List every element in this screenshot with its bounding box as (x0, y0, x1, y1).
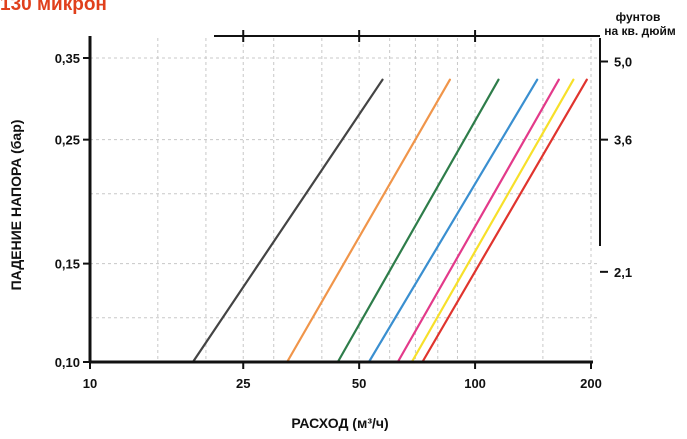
series-line-6 (410, 78, 575, 364)
axes (88, 30, 601, 364)
series-line-1 (191, 78, 384, 364)
y-tick-label: 0,25 (55, 133, 80, 148)
chart-title: 130 микрон (0, 0, 107, 15)
y-tick-label: 0,10 (55, 355, 80, 370)
series-group (191, 78, 588, 364)
x-tick-label: 50 (352, 376, 366, 391)
x-tick-label: 10 (83, 376, 97, 391)
grid (90, 38, 599, 362)
y2-axis-label-line1: фунтов (616, 10, 661, 24)
y2-tick-label: 5,0 (614, 54, 632, 69)
series-line-7 (421, 78, 588, 364)
series-line-5 (396, 78, 560, 364)
series-line-3 (336, 78, 500, 364)
x-tick-label: 25 (236, 376, 250, 391)
x-axis-label: РАСХОД (м³/ч) (291, 415, 388, 431)
ticks: 10 25 50 100 200 0,10 0,15 0,25 0,35 2,1 3,6 5,0 (55, 51, 632, 391)
x-tick-label: 100 (464, 376, 486, 391)
series-line-4 (367, 78, 539, 364)
y2-tick-label: 3,6 (614, 133, 632, 148)
y2-axis-label-line2: на кв. дюйм (604, 24, 676, 38)
y2-tick-label: 2,1 (614, 265, 632, 280)
x-tick-label: 200 (580, 376, 602, 391)
y-tick-label: 0,35 (55, 51, 80, 66)
series-line-2 (286, 78, 451, 364)
y-tick-label: 0,15 (55, 257, 80, 272)
y-axis-label: ПАДЕНИЕ НАПОРА (бар) (8, 120, 24, 291)
